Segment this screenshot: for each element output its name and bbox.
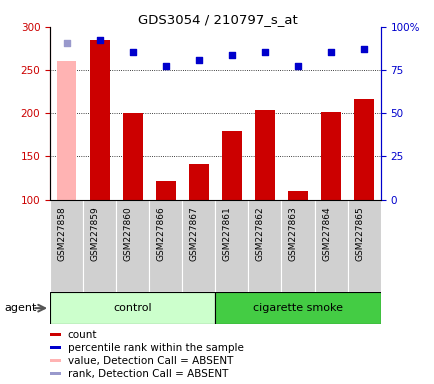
FancyBboxPatch shape (50, 200, 83, 292)
Bar (50, 346, 61, 349)
Text: control: control (113, 303, 151, 313)
FancyBboxPatch shape (182, 200, 215, 292)
Point (63, 40, 70, 46)
Text: GSM227866: GSM227866 (156, 206, 165, 261)
Text: GDS3054 / 210797_s_at: GDS3054 / 210797_s_at (137, 13, 297, 26)
Point (129, 49, 136, 55)
FancyBboxPatch shape (215, 200, 248, 292)
FancyBboxPatch shape (116, 200, 149, 292)
Bar (320, 113, 340, 200)
Bar (254, 110, 274, 200)
Text: GSM227865: GSM227865 (354, 206, 363, 261)
Text: GSM227861: GSM227861 (222, 206, 231, 261)
Text: count: count (67, 330, 97, 340)
Point (96, 37, 103, 43)
Text: GSM227859: GSM227859 (90, 206, 99, 261)
Text: GSM227864: GSM227864 (321, 206, 330, 261)
Bar (50, 359, 61, 362)
Text: GSM227862: GSM227862 (255, 206, 264, 261)
FancyBboxPatch shape (314, 200, 347, 292)
FancyBboxPatch shape (83, 200, 116, 292)
Bar (287, 191, 307, 200)
Text: GSM227863: GSM227863 (288, 206, 297, 261)
Bar (50, 292, 215, 324)
Point (294, 63, 301, 69)
Text: value, Detection Call = ABSENT: value, Detection Call = ABSENT (67, 356, 232, 366)
Point (228, 51, 235, 58)
Text: rank, Detection Call = ABSENT: rank, Detection Call = ABSENT (67, 369, 227, 379)
Text: GSM227858: GSM227858 (57, 206, 66, 261)
Bar (89, 40, 109, 200)
Bar (155, 181, 175, 200)
FancyBboxPatch shape (281, 200, 314, 292)
FancyBboxPatch shape (347, 200, 380, 292)
Text: GSM227867: GSM227867 (189, 206, 198, 261)
Text: agent: agent (4, 303, 36, 313)
Bar (50, 372, 61, 375)
Text: percentile rank within the sample: percentile rank within the sample (67, 343, 243, 353)
Bar (56, 61, 76, 200)
Bar (215, 292, 380, 324)
Bar (221, 131, 241, 200)
Bar (122, 113, 142, 200)
Point (261, 49, 268, 55)
Point (195, 56, 202, 63)
Text: GSM227860: GSM227860 (123, 206, 132, 261)
Bar (188, 164, 208, 200)
Point (360, 46, 367, 53)
Point (327, 49, 334, 55)
Point (162, 63, 169, 69)
FancyBboxPatch shape (149, 200, 182, 292)
Text: cigarette smoke: cigarette smoke (253, 303, 342, 313)
FancyBboxPatch shape (248, 200, 281, 292)
Bar (50, 333, 61, 336)
Bar (353, 99, 373, 200)
